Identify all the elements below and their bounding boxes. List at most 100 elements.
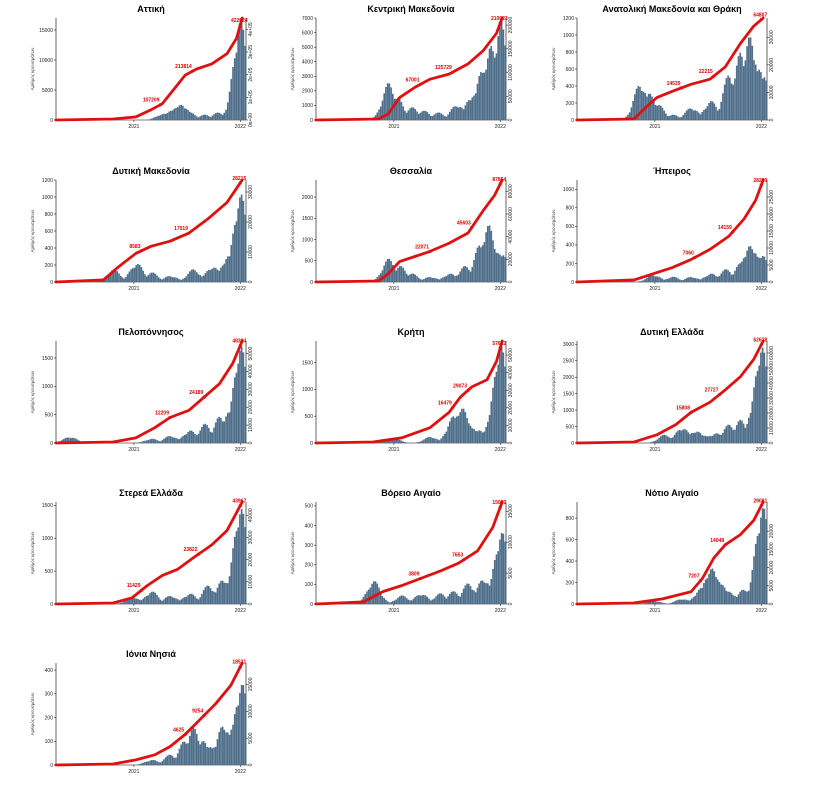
daily-bar bbox=[449, 421, 451, 443]
cumulative-point bbox=[498, 346, 502, 350]
daily-bar bbox=[490, 401, 493, 443]
daily-bar bbox=[225, 732, 227, 765]
right-tick-label: 30000 bbox=[248, 185, 254, 199]
cumulative-label: 43967 bbox=[232, 499, 246, 505]
daily-bar bbox=[180, 599, 183, 604]
cumulative-point bbox=[693, 255, 697, 260]
daily-bar bbox=[419, 595, 422, 604]
daily-bar bbox=[675, 277, 678, 282]
cumulative-point bbox=[196, 552, 201, 556]
cumulative-label: 87854 bbox=[492, 177, 506, 183]
daily-bar bbox=[407, 110, 410, 120]
left-tick-label: 200 bbox=[305, 563, 314, 569]
daily-bar bbox=[416, 276, 418, 282]
left-tick-label: 1000 bbox=[302, 387, 313, 393]
x-tick-label: 2021 bbox=[128, 286, 139, 292]
daily-bar bbox=[209, 588, 212, 604]
chart-title: Ήπειρος bbox=[653, 166, 691, 176]
right-tick-label: 40000 bbox=[248, 364, 254, 378]
daily-bar bbox=[185, 596, 188, 604]
daily-bar bbox=[722, 432, 724, 443]
daily-bar bbox=[435, 278, 437, 282]
daily-bar bbox=[366, 591, 368, 604]
daily-bar bbox=[163, 278, 165, 282]
cumulative-label: 22215 bbox=[699, 69, 713, 75]
daily-bar bbox=[675, 600, 678, 604]
cumulative-label: 9254 bbox=[192, 708, 203, 714]
daily-bar bbox=[166, 436, 169, 443]
daily-bar bbox=[474, 93, 477, 120]
daily-bar bbox=[157, 597, 160, 604]
daily-bar bbox=[499, 351, 501, 443]
daily-bar bbox=[113, 269, 115, 282]
left-tick-label: 500 bbox=[566, 424, 575, 430]
daily-bar bbox=[678, 430, 681, 443]
chart-title: Στερεά Ελλάδα bbox=[119, 488, 183, 498]
left-tick-label: 15000 bbox=[39, 28, 53, 34]
daily-bar bbox=[426, 277, 429, 282]
daily-bar bbox=[450, 109, 453, 120]
daily-bar bbox=[744, 590, 747, 604]
daily-bar bbox=[164, 113, 167, 120]
left-tick-label: 200 bbox=[566, 580, 575, 586]
daily-bar bbox=[208, 116, 210, 120]
daily-bar bbox=[185, 276, 188, 282]
daily-bar bbox=[397, 267, 399, 282]
daily-bar bbox=[107, 274, 110, 282]
daily-bar bbox=[474, 592, 477, 604]
cumulative-label: 16479 bbox=[438, 400, 452, 406]
daily-bar bbox=[144, 440, 146, 443]
daily-bar bbox=[192, 269, 195, 282]
daily-bar bbox=[137, 764, 139, 765]
daily-bar bbox=[154, 439, 157, 443]
cumulative-line bbox=[314, 500, 504, 606]
daily-bar bbox=[414, 274, 417, 282]
daily-bar bbox=[481, 245, 484, 282]
daily-bar bbox=[689, 600, 691, 604]
daily-bar bbox=[500, 256, 503, 282]
left-tick-label: 0 bbox=[571, 602, 574, 608]
daily-bar bbox=[748, 590, 750, 604]
daily-bar bbox=[658, 276, 660, 282]
daily-bar bbox=[428, 436, 430, 443]
daily-bar bbox=[754, 543, 757, 604]
daily-bar bbox=[390, 602, 392, 604]
daily-bar bbox=[433, 598, 436, 604]
daily-bar bbox=[230, 729, 233, 765]
daily-bar bbox=[696, 111, 698, 120]
daily-cases-bars bbox=[97, 194, 246, 282]
daily-bar bbox=[760, 257, 762, 282]
daily-bar bbox=[180, 104, 183, 120]
daily-bar bbox=[751, 401, 754, 443]
daily-bar bbox=[763, 256, 766, 282]
left-tick-label: 0 bbox=[310, 441, 313, 447]
cumulative-line bbox=[54, 16, 244, 122]
daily-bar bbox=[663, 603, 666, 604]
daily-bar bbox=[395, 270, 398, 282]
daily-bar bbox=[159, 278, 162, 282]
cumulative-line bbox=[54, 339, 244, 445]
right-tick-label: 0 bbox=[769, 441, 775, 444]
daily-bar bbox=[388, 83, 391, 120]
right-tick-label: 10000 bbox=[248, 418, 254, 432]
daily-bar bbox=[480, 580, 482, 604]
daily-bar bbox=[485, 426, 487, 443]
daily-bar bbox=[468, 583, 470, 604]
daily-bar bbox=[476, 247, 479, 282]
daily-bar bbox=[445, 116, 448, 120]
cumulative-label: 62628 bbox=[753, 338, 767, 344]
right-tick-label: 20000 bbox=[248, 400, 254, 414]
x-tick-label: 2021 bbox=[649, 608, 660, 614]
daily-bar bbox=[201, 741, 203, 765]
daily-bar bbox=[417, 113, 420, 120]
right-tick-label: 3e+05 bbox=[248, 45, 254, 59]
daily-bar bbox=[692, 432, 695, 443]
x-tick-label: 2022 bbox=[235, 286, 246, 292]
daily-bar bbox=[442, 114, 444, 120]
daily-bar bbox=[653, 601, 655, 604]
left-tick-label: 500 bbox=[45, 412, 54, 418]
cumulative-point bbox=[238, 665, 242, 669]
daily-bar bbox=[180, 279, 183, 282]
daily-bar bbox=[696, 431, 698, 443]
daily-bar bbox=[195, 733, 198, 765]
